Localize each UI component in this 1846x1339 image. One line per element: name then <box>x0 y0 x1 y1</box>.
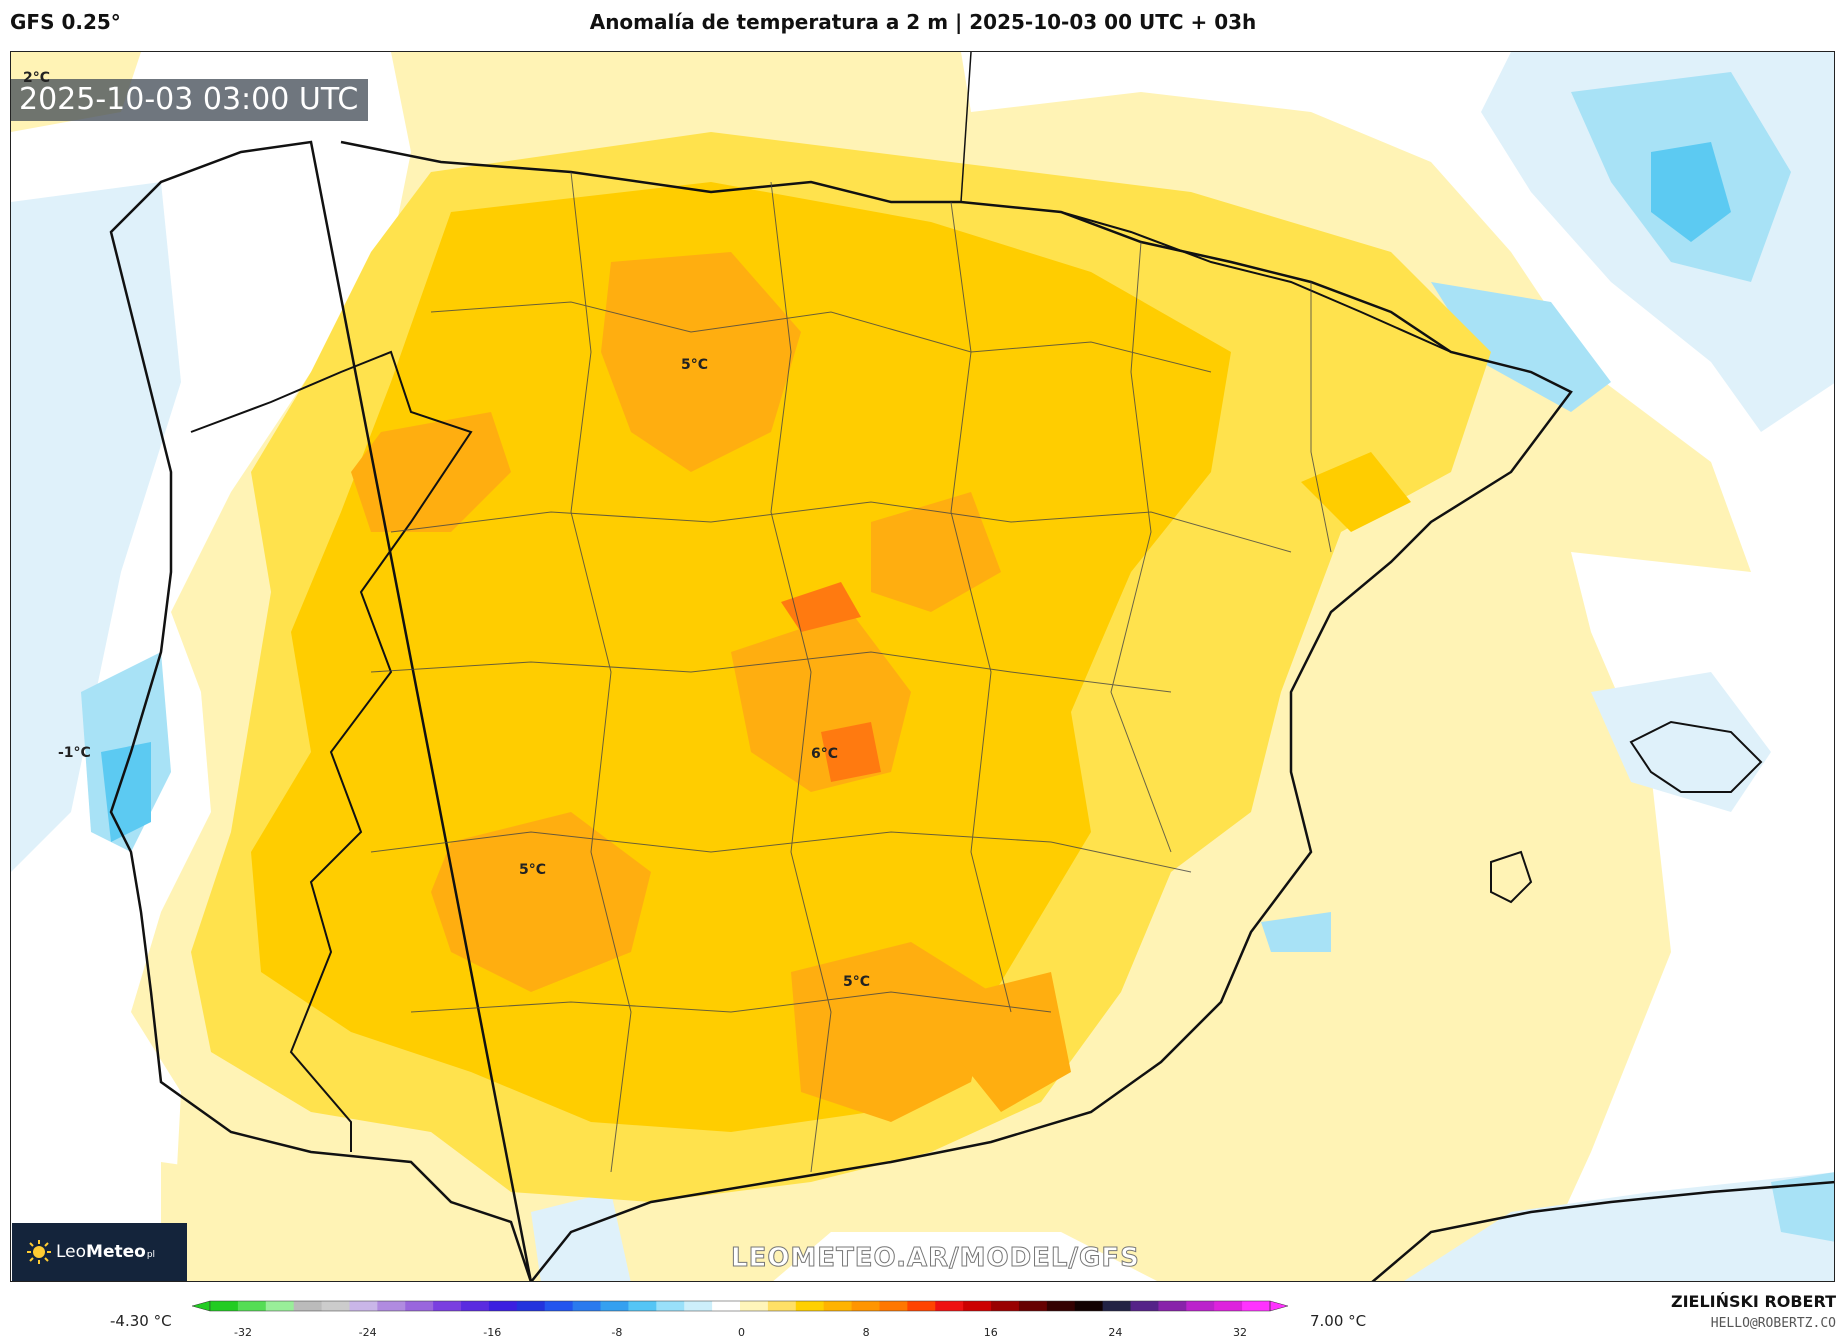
colorbar-segment <box>461 1301 490 1311</box>
colorbar-segment <box>991 1301 1020 1311</box>
author-email: HELLO@ROBERTZ.CO <box>1710 1316 1836 1331</box>
cold-area <box>531 1192 631 1281</box>
logo-text-leo: Leo <box>56 1242 87 1262</box>
colorbar-segment <box>433 1301 462 1311</box>
map-title: Anomalía de temperatura a 2 m | 2025-10-… <box>589 10 1257 34</box>
colorbar-segment <box>1130 1301 1159 1311</box>
cold-area <box>1261 912 1331 952</box>
colorbar-segment <box>712 1301 741 1311</box>
model-name: GFS 0.25° <box>10 10 121 34</box>
coastline <box>340 140 1573 1281</box>
colorbar-segment <box>767 1301 797 1311</box>
colorbar-segment <box>1186 1301 1215 1311</box>
contour-label: 5°C <box>519 862 547 878</box>
colorbar-segment <box>293 1301 323 1311</box>
province-borders <box>370 171 1332 1173</box>
warm-land-area <box>961 972 1071 1112</box>
colorbar-segment <box>963 1301 992 1311</box>
watermark: LEOMETEO.AR/MODEL/GFS <box>731 1243 1140 1274</box>
colorbar-segment <box>851 1301 880 1311</box>
colorbar-segment <box>572 1301 602 1311</box>
colorbar-tick-label: -24 <box>358 1326 377 1339</box>
colorbar-segment <box>740 1301 769 1311</box>
contour-label: 5°C <box>843 974 871 990</box>
cold-area <box>1404 1172 1834 1281</box>
leometeo-logo: Leo Meteo pl <box>12 1223 187 1281</box>
warm-land-area <box>431 812 651 992</box>
logo-text-meteo: Meteo <box>86 1242 146 1262</box>
colorbar-right-arrow <box>1269 1300 1289 1312</box>
colorbar-segment <box>210 1301 239 1311</box>
warm-land-area <box>601 252 801 472</box>
cold-area <box>1771 1172 1834 1242</box>
colorbar-tick-label: 24 <box>1108 1326 1123 1339</box>
colorbar <box>191 1300 1289 1312</box>
colorbar-segment <box>907 1301 936 1311</box>
warm-land-area <box>821 722 881 782</box>
colorbar-segment <box>935 1301 964 1311</box>
colorbar-tick-label: -32 <box>234 1326 252 1339</box>
colorbar-tick-label: 16 <box>983 1326 998 1339</box>
warm-land-area <box>1301 452 1411 532</box>
coastline <box>1371 1180 1834 1281</box>
coastline <box>109 140 533 1281</box>
colorbar-segment <box>349 1301 378 1311</box>
colorbar-segment <box>656 1301 685 1311</box>
colorbar-tick-label: -16 <box>483 1326 502 1339</box>
contour-label: 2°C <box>23 70 51 86</box>
logo-text-suffix: pl <box>146 1250 156 1260</box>
cold-area <box>1431 282 1611 412</box>
author-name: ZIELIŃSKI ROBERT <box>1670 1292 1836 1311</box>
island-ibiza <box>1490 850 1533 904</box>
colorbar-segment <box>1102 1301 1132 1311</box>
colorbar-segment <box>516 1301 546 1311</box>
colorbar-segment <box>265 1301 295 1311</box>
colorbar-segment <box>488 1301 518 1311</box>
border <box>190 350 473 1152</box>
colorbar-segment <box>823 1301 853 1311</box>
colorbar-segment <box>795 1301 825 1311</box>
contour-label: 5°C <box>681 357 709 373</box>
anomaly-map: 2025-10-03 03:00 UTC 2°C 5°C -1°C 6°C 5°… <box>10 51 1835 1282</box>
colorbar-segment <box>321 1301 350 1311</box>
cold-area <box>1591 672 1771 812</box>
colorbar-segment <box>1046 1301 1076 1311</box>
colorbar-segment <box>544 1301 574 1311</box>
colorbar-segment <box>684 1301 713 1311</box>
colorbar-segment <box>600 1301 629 1311</box>
colorbar-tick-label: 0 <box>738 1326 745 1339</box>
colorbar-max-value: 7.00 °C <box>1310 1312 1367 1330</box>
warm-land-area <box>781 582 861 632</box>
contour-label: -1°C <box>58 745 91 761</box>
island-mallorca <box>1629 720 1763 793</box>
colorbar-tick-label: -8 <box>611 1326 623 1339</box>
colorbar-segment <box>1018 1301 1048 1311</box>
contour-label: 6°C <box>811 746 839 762</box>
valid-time: 2025-10-03 03:00 UTC <box>11 79 369 121</box>
warm-land-area <box>351 412 511 532</box>
border <box>960 52 972 203</box>
colorbar-segment <box>628 1301 657 1311</box>
cold-area <box>1651 142 1731 242</box>
colorbar-segment <box>879 1301 908 1311</box>
colorbar-segment <box>1158 1301 1187 1311</box>
colorbar-segment <box>1242 1301 1271 1311</box>
anomaly-field <box>11 52 1834 1281</box>
border <box>1060 211 1452 353</box>
colorbar-segment <box>405 1301 434 1311</box>
colorbar-segment <box>237 1301 267 1311</box>
cold-area <box>11 182 181 872</box>
sun-icon <box>27 1240 51 1264</box>
colorbar-segment <box>377 1301 406 1311</box>
warm-sea-area <box>161 1162 271 1281</box>
colorbar-tick-label: 8 <box>862 1326 870 1339</box>
warm-land-area <box>791 942 991 1122</box>
colorbar-tick-label: 32 <box>1233 1326 1247 1339</box>
colorbar-segment <box>1214 1301 1243 1311</box>
colorbar-min-value: -4.30 °C <box>110 1312 172 1330</box>
colorbar-segment <box>1074 1301 1104 1311</box>
colorbar-left-arrow <box>191 1300 211 1312</box>
